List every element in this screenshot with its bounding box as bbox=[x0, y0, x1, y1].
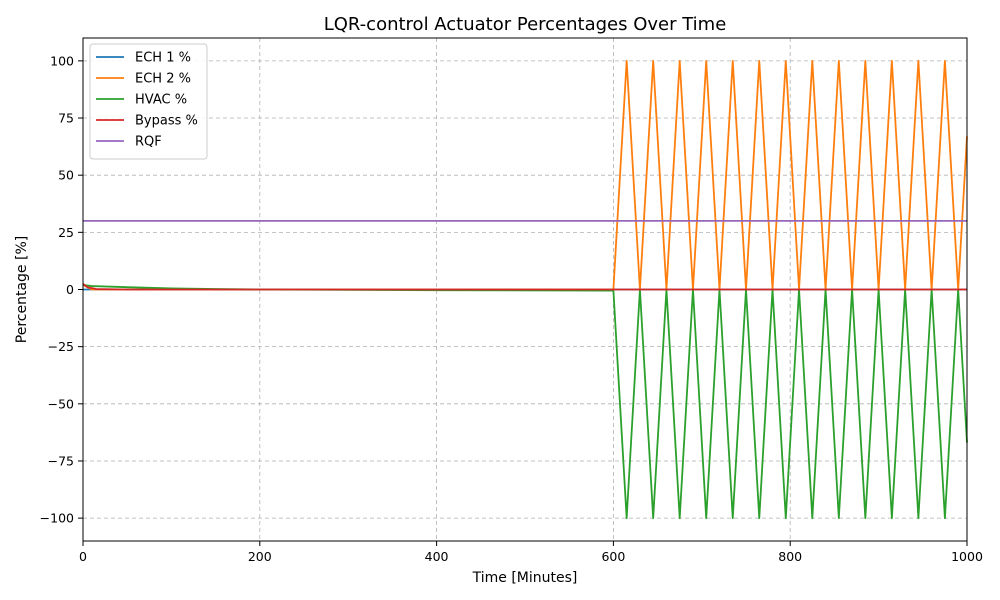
y-tick-label: −50 bbox=[48, 396, 74, 411]
plot-series bbox=[82, 59, 968, 520]
x-tick-label: 600 bbox=[601, 549, 625, 564]
plot-frame bbox=[82, 37, 968, 542]
legend-label: ECH 1 % bbox=[135, 51, 191, 66]
y-axis-ticks: −100 −75 −50 −25 0 25 50 75 100 bbox=[40, 53, 83, 526]
x-tick-label: 0 bbox=[79, 549, 87, 564]
legend-label: HVAC % bbox=[135, 93, 187, 108]
legend-frame bbox=[89, 43, 208, 160]
series-line-bypass bbox=[82, 283, 967, 291]
legend-label: RQF bbox=[135, 135, 162, 150]
y-tick-label: 75 bbox=[58, 111, 74, 126]
x-tick-label: 1000 bbox=[951, 549, 983, 564]
y-tick-label: −75 bbox=[48, 453, 74, 468]
y-tick-label: 50 bbox=[58, 168, 74, 183]
x-tick-label: 400 bbox=[425, 549, 449, 564]
y-tick-label: 25 bbox=[58, 225, 74, 240]
x-axis-ticks: 0 200 400 600 800 1000 bbox=[79, 541, 983, 564]
y-tick-label: 0 bbox=[66, 282, 74, 297]
legend: ECH 1 % ECH 2 % HVAC % Bypass % RQF bbox=[89, 43, 208, 160]
x-tick-label: 200 bbox=[248, 549, 272, 564]
x-tick-label: 800 bbox=[778, 549, 802, 564]
legend-label: Bypass % bbox=[135, 114, 198, 129]
chart-title: LQR-control Actuator Percentages Over Ti… bbox=[324, 14, 727, 35]
x-axis-label: Time [Minutes] bbox=[472, 570, 578, 586]
y-tick-label: −25 bbox=[48, 339, 74, 354]
legend-label: ECH 2 % bbox=[135, 72, 191, 87]
y-tick-label: 100 bbox=[50, 53, 74, 68]
y-axis-label: Percentage [%] bbox=[14, 236, 30, 343]
y-tick-label: −100 bbox=[40, 511, 74, 526]
